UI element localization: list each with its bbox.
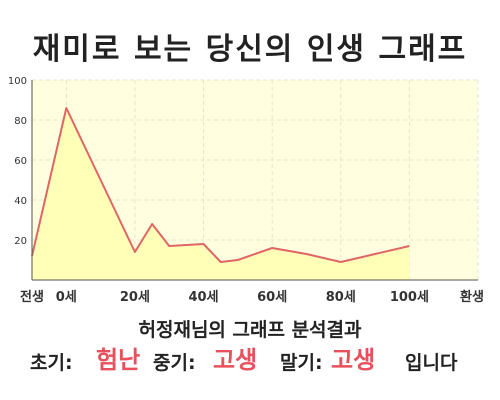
suffix-text: 입니다 bbox=[405, 352, 458, 374]
x-tick-label: 60세 bbox=[257, 290, 287, 305]
x-tick-label: 0세 bbox=[56, 290, 77, 305]
analysis-heading: 허정재님의 그래프 분석결과 bbox=[138, 319, 362, 341]
x-tick-label: 환생 bbox=[460, 289, 484, 305]
mid-value: 고생 bbox=[213, 346, 258, 374]
x-tick-label: 40세 bbox=[189, 290, 219, 305]
series-line bbox=[31, 107, 410, 263]
early-label: 초기: bbox=[30, 352, 73, 374]
mid-label: 중기: bbox=[153, 352, 196, 374]
x-tick-label: 80세 bbox=[326, 290, 356, 305]
x-tick-labels: 전생 0세 20세 40세 60세 80세 100세 환생 bbox=[20, 289, 484, 305]
y-tick-label: 100 bbox=[8, 76, 27, 87]
page-title: 재미로 보는 당신의 인생 그래프 bbox=[32, 32, 468, 67]
x-tick-label: 100세 bbox=[390, 290, 429, 305]
y-tick-label: 20 bbox=[14, 236, 27, 247]
y-tick-label: 40 bbox=[14, 196, 27, 207]
grid-lines bbox=[31, 79, 479, 280]
early-value: 험난 bbox=[96, 346, 141, 374]
late-label: 말기: bbox=[280, 352, 323, 374]
x-tick-label: 20세 bbox=[120, 290, 150, 305]
y-tick-label: 60 bbox=[14, 156, 27, 167]
late-value: 고생 bbox=[331, 346, 376, 374]
y-tick-labels: 20 40 60 80 100 bbox=[8, 76, 27, 247]
series-area bbox=[32, 108, 410, 280]
y-tick-label: 80 bbox=[14, 116, 27, 127]
x-tick-label: 전생 bbox=[20, 289, 44, 305]
